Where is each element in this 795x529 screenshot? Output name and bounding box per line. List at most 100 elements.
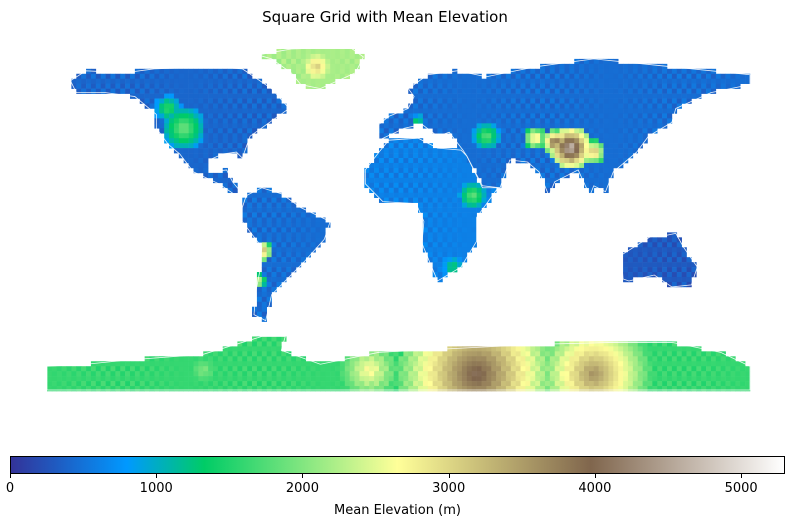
grid-cell xyxy=(476,73,482,80)
grid-cell xyxy=(388,386,394,392)
grid-cell xyxy=(481,153,487,159)
grid-cell xyxy=(442,98,448,104)
grid-cell xyxy=(330,386,336,392)
grid-cell xyxy=(598,172,604,179)
grid-cell xyxy=(530,108,536,114)
grid-cell xyxy=(217,361,224,367)
grid-cell xyxy=(549,88,556,94)
grid-cell xyxy=(349,63,355,70)
grid-cell xyxy=(554,73,560,80)
grid-cell xyxy=(398,376,404,382)
grid-cell xyxy=(720,78,726,84)
grid-cell xyxy=(173,78,180,84)
grid-cell xyxy=(471,108,477,114)
grid-cell xyxy=(452,177,458,184)
grid-cell xyxy=(686,361,692,367)
grid-cell xyxy=(588,108,595,114)
grid-cell xyxy=(510,386,516,392)
grid-cell xyxy=(584,361,590,367)
grid-cell xyxy=(315,227,321,233)
grid-cell xyxy=(154,361,160,367)
grid-cell xyxy=(657,262,663,268)
colorbar-tick-label: 4000 xyxy=(578,481,612,496)
grid-cell xyxy=(447,113,453,119)
grid-cell xyxy=(540,98,546,104)
grid-cell xyxy=(129,361,136,367)
grid-cell xyxy=(627,341,634,347)
grid-cell xyxy=(310,73,316,80)
grid-cell xyxy=(281,336,287,342)
grid-cell xyxy=(642,381,648,387)
grid-cell xyxy=(564,153,570,159)
grid-cell xyxy=(266,108,272,114)
grid-cell xyxy=(623,63,629,70)
grid-cell xyxy=(393,143,399,149)
grid-cell xyxy=(486,187,492,194)
grid-cell xyxy=(569,78,575,84)
grid-cell xyxy=(632,143,639,149)
grid-cell xyxy=(544,63,551,70)
grid-cell xyxy=(574,118,580,124)
grid-cell xyxy=(579,376,585,382)
grid-cell xyxy=(227,108,233,114)
grid-cell xyxy=(154,386,160,392)
grid-cell xyxy=(574,153,580,159)
grid-cell xyxy=(686,366,692,372)
grid-cell xyxy=(637,93,643,99)
grid-cell xyxy=(364,366,370,372)
grid-cell xyxy=(569,133,575,139)
grid-cell xyxy=(598,128,604,134)
grid-cell xyxy=(320,371,326,377)
grid-cell xyxy=(530,73,536,80)
grid-cell xyxy=(461,118,468,124)
grid-cell xyxy=(559,167,565,174)
grid-cell xyxy=(237,128,243,134)
grid-cell xyxy=(501,108,507,114)
grid-cell xyxy=(691,83,697,89)
grid-cell xyxy=(281,232,287,238)
grid-cell xyxy=(183,113,189,119)
grid-cell xyxy=(603,123,609,129)
grid-cell xyxy=(178,78,184,84)
grid-cell xyxy=(554,88,560,94)
grid-cell xyxy=(505,158,512,164)
grid-cell xyxy=(203,128,209,134)
grid-cell xyxy=(144,366,150,372)
grid-cell xyxy=(637,381,643,387)
grid-cell xyxy=(154,103,160,109)
grid-cell xyxy=(344,63,350,70)
grid-cell xyxy=(457,158,463,164)
grid-cell xyxy=(501,113,507,119)
grid-cell xyxy=(647,63,653,70)
grid-cell xyxy=(564,158,570,164)
coastline-antarctica xyxy=(46,336,751,391)
grid-cell xyxy=(320,58,326,65)
grid-cell xyxy=(173,108,180,114)
grid-cell xyxy=(208,376,214,382)
grid-cell xyxy=(71,371,77,377)
grid-cell xyxy=(271,202,277,208)
grid-cell xyxy=(408,162,414,169)
grid-cell xyxy=(242,118,248,124)
grid-cell xyxy=(447,167,453,174)
grid-cell xyxy=(647,83,653,89)
grid-cell xyxy=(295,217,302,223)
grid-cell xyxy=(706,381,712,387)
grid-cell xyxy=(652,257,658,263)
grid-cell xyxy=(588,366,595,372)
grid-cell xyxy=(325,58,331,65)
grid-cell xyxy=(281,276,287,283)
grid-cell xyxy=(706,356,712,362)
grid-cell xyxy=(237,118,243,124)
grid-cell xyxy=(457,88,463,94)
grid-cell xyxy=(193,148,199,154)
grid-cell xyxy=(222,128,228,134)
grid-cell xyxy=(598,346,604,352)
grid-cell xyxy=(627,356,634,362)
grid-cell xyxy=(242,128,248,134)
grid-cell xyxy=(510,346,516,352)
grid-cell xyxy=(134,88,141,94)
grid-cell xyxy=(447,128,453,134)
grid-cell xyxy=(178,93,184,99)
grid-cell xyxy=(173,356,180,362)
